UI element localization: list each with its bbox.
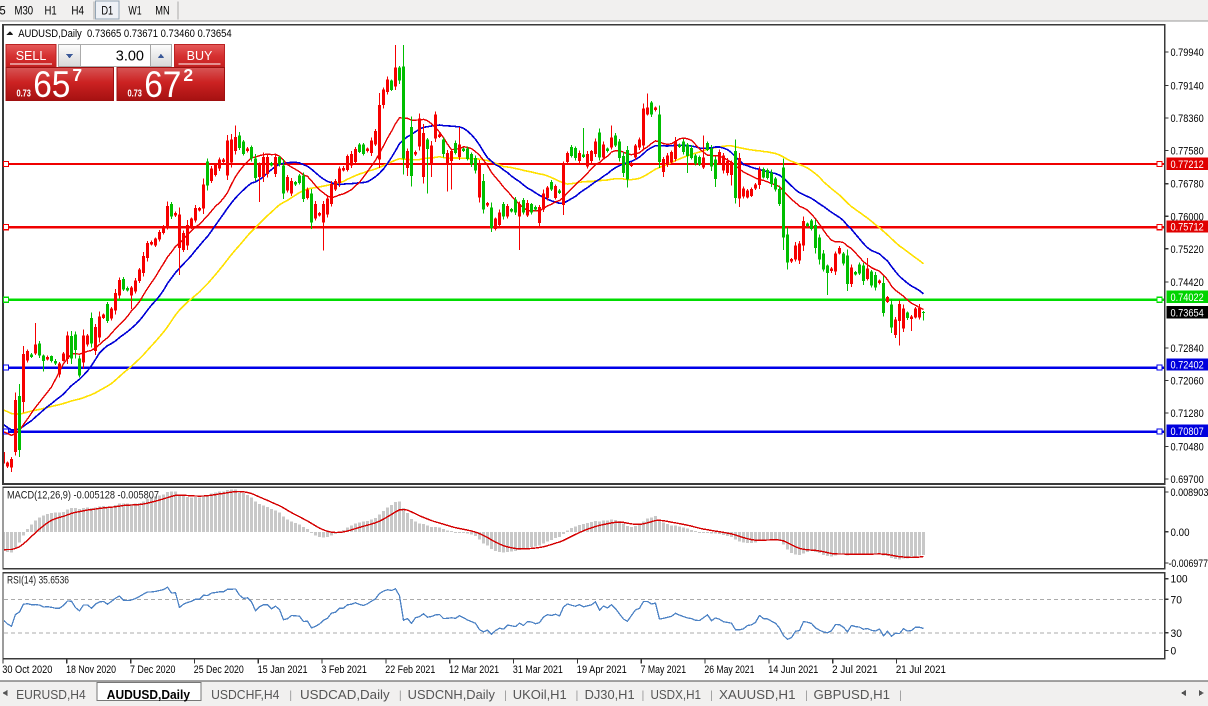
svg-text:|: | xyxy=(710,689,713,701)
svg-text:0.71280: 0.71280 xyxy=(1171,408,1204,420)
svg-text:0.73: 0.73 xyxy=(17,88,32,100)
svg-text:0.72402: 0.72402 xyxy=(1171,360,1204,372)
svg-text:0.79940: 0.79940 xyxy=(1171,47,1204,59)
svg-text:0.74022: 0.74022 xyxy=(1171,292,1204,304)
svg-text:22 Feb 2021: 22 Feb 2021 xyxy=(385,664,435,676)
svg-text:14 Jun 2021: 14 Jun 2021 xyxy=(768,664,818,676)
svg-text:7: 7 xyxy=(72,65,82,85)
svg-text:|: | xyxy=(642,689,645,701)
svg-text:25 Dec 2020: 25 Dec 2020 xyxy=(194,664,244,676)
svg-text:XAUUSD,H1: XAUUSD,H1 xyxy=(719,688,796,702)
svg-text:21 Jul 2021: 21 Jul 2021 xyxy=(896,664,946,676)
svg-text:0.00: 0.00 xyxy=(1171,527,1190,539)
svg-text:|: | xyxy=(289,689,292,701)
svg-text:0.78360: 0.78360 xyxy=(1171,113,1204,125)
svg-text:D1: D1 xyxy=(101,4,113,18)
svg-text:|: | xyxy=(504,689,507,701)
svg-text:0.76780: 0.76780 xyxy=(1171,179,1204,191)
svg-text:0.75712: 0.75712 xyxy=(1171,222,1204,234)
svg-text:EURUSD,H4: EURUSD,H4 xyxy=(16,688,86,702)
svg-text:12 Mar 2021: 12 Mar 2021 xyxy=(449,664,499,676)
svg-text:2 Jul 2021: 2 Jul 2021 xyxy=(832,664,878,676)
svg-text:0.75220: 0.75220 xyxy=(1171,244,1204,256)
svg-text:USDCAD,Daily: USDCAD,Daily xyxy=(300,688,390,702)
svg-text:|: | xyxy=(899,689,902,701)
svg-text:0.70480: 0.70480 xyxy=(1171,441,1204,453)
svg-text:-0.006977: -0.006977 xyxy=(1169,558,1208,570)
svg-text:SELL: SELL xyxy=(16,49,47,63)
svg-text:0.72840: 0.72840 xyxy=(1171,343,1204,355)
svg-text:19 Apr 2021: 19 Apr 2021 xyxy=(577,664,627,676)
svg-text:0.79140: 0.79140 xyxy=(1171,80,1204,92)
svg-text:0.77580: 0.77580 xyxy=(1171,145,1204,157)
svg-text:2: 2 xyxy=(183,65,193,85)
svg-text:3 Feb 2021: 3 Feb 2021 xyxy=(321,664,367,676)
svg-text:70: 70 xyxy=(1171,594,1182,606)
svg-text:15 Jan 2021: 15 Jan 2021 xyxy=(258,664,308,676)
svg-text:USDX,H1: USDX,H1 xyxy=(651,688,702,702)
svg-text:30 Oct 2020: 30 Oct 2020 xyxy=(2,664,52,676)
svg-text:USDCNH,Daily: USDCNH,Daily xyxy=(408,688,496,702)
svg-text:0.008903: 0.008903 xyxy=(1171,487,1208,499)
svg-text:18 Nov 2020: 18 Nov 2020 xyxy=(66,664,116,676)
svg-text:|: | xyxy=(805,689,808,701)
svg-text:AUDUSD,Daily: AUDUSD,Daily xyxy=(107,688,190,702)
svg-text:100: 100 xyxy=(1171,574,1188,586)
svg-text:AUDUSD,Daily 0.73665 0.73671: AUDUSD,Daily 0.73665 0.73671 0.73460 0.7… xyxy=(18,28,232,40)
svg-text:0.77212: 0.77212 xyxy=(1171,159,1204,171)
svg-text:67: 67 xyxy=(144,64,181,105)
svg-text:M30: M30 xyxy=(15,4,34,18)
svg-text:65: 65 xyxy=(33,64,70,105)
svg-text:7 Dec 2020: 7 Dec 2020 xyxy=(130,664,176,676)
svg-text:MN: MN xyxy=(155,4,169,18)
svg-text:BUY: BUY xyxy=(187,49,213,63)
svg-text:0.73654: 0.73654 xyxy=(1171,307,1204,319)
svg-text:0.69700: 0.69700 xyxy=(1171,474,1204,486)
svg-text:UKOil,H1: UKOil,H1 xyxy=(513,688,567,702)
svg-text:0.70807: 0.70807 xyxy=(1171,426,1204,438)
svg-text:W1: W1 xyxy=(128,4,141,18)
svg-text:30: 30 xyxy=(1171,628,1182,640)
svg-text:H1: H1 xyxy=(45,4,57,18)
svg-text:|: | xyxy=(576,689,579,701)
svg-text:GBPUSD,H1: GBPUSD,H1 xyxy=(814,688,891,702)
svg-text:0.74420: 0.74420 xyxy=(1171,277,1204,289)
svg-text:DJ30,H1: DJ30,H1 xyxy=(585,688,635,702)
svg-text:0.72060: 0.72060 xyxy=(1171,376,1204,388)
svg-text:5: 5 xyxy=(0,4,6,18)
svg-text:26 May 2021: 26 May 2021 xyxy=(704,664,754,676)
svg-text:RSI(14) 35.6536: RSI(14) 35.6536 xyxy=(7,575,69,587)
svg-text:7 May 2021: 7 May 2021 xyxy=(641,664,687,676)
svg-text:|: | xyxy=(399,689,402,701)
svg-text:USDCHF,H4: USDCHF,H4 xyxy=(211,688,279,702)
svg-text:0.73: 0.73 xyxy=(128,88,143,100)
svg-text:H4: H4 xyxy=(71,4,84,18)
svg-text:3.00: 3.00 xyxy=(116,49,144,65)
svg-text:0: 0 xyxy=(1171,645,1177,657)
svg-text:31 Mar 2021: 31 Mar 2021 xyxy=(513,664,563,676)
svg-text:MACD(12,26,9) -0.005128 -0.005: MACD(12,26,9) -0.005128 -0.005807 xyxy=(7,490,159,502)
